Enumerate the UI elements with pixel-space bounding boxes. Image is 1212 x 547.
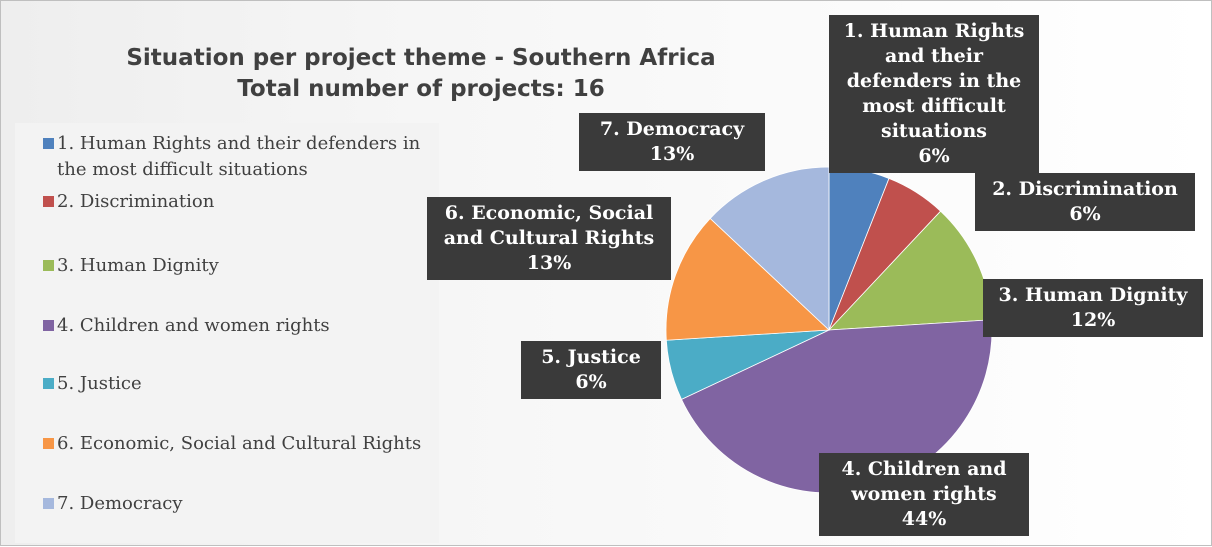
legend-swatch-5 [43, 378, 54, 389]
legend-swatch-1 [43, 138, 54, 149]
legend-label-6: 6. Economic, Social and Cultural Rights [57, 433, 422, 454]
slice-label-7: 7. Democracy 13% [579, 113, 765, 171]
legend-item-1: 1. Human Rights and their defenders in t… [43, 131, 443, 183]
slice-label-6: 6. Economic, Social and Cultural Rights 13… [427, 197, 671, 280]
slice-label-4: 4. Children and women rights 44% [819, 453, 1029, 536]
slice-label-name-1: 1. Human Rights and their defenders in the… [843, 20, 1025, 142]
legend-label-7: 7. Democracy [57, 493, 183, 514]
slice-label-3: 3. Human Dignity 12% [983, 279, 1203, 337]
legend-label-2: 2. Discrimination [57, 191, 215, 212]
legend-item-6: 6. Economic, Social and Cultural Rights [43, 431, 443, 457]
legend-label-3: 3. Human Dignity [57, 255, 219, 276]
chart-title-block: Situation per project theme - Southern A… [41, 43, 801, 105]
legend-swatch-4 [43, 320, 54, 331]
legend: 1. Human Rights and their defenders in t… [15, 123, 439, 543]
legend-label-4: 4. Children and women rights [57, 315, 330, 336]
chart-title: Situation per project theme - Southern A… [126, 45, 716, 71]
slice-label-2: 2. Discrimination 6% [975, 173, 1195, 231]
slice-label-pct-7: 13% [649, 143, 695, 165]
slice-label-pct-6: 13% [526, 252, 572, 274]
legend-label-5: 5. Justice [57, 373, 142, 394]
legend-item-7: 7. Democracy [43, 491, 443, 517]
legend-label-1: 1. Human Rights and their defenders in t… [57, 133, 421, 180]
slice-label-pct-3: 12% [1070, 309, 1116, 331]
legend-item-2: 2. Discrimination [43, 189, 443, 215]
slice-label-5: 5. Justice 6% [521, 341, 661, 399]
legend-item-3: 3. Human Dignity [43, 253, 443, 279]
legend-swatch-3 [43, 260, 54, 271]
slice-label-pct-1: 6% [918, 145, 950, 167]
slice-label-name-7: 7. Democracy [599, 118, 745, 140]
slice-label-pct-2: 6% [1069, 203, 1101, 225]
legend-swatch-7 [43, 498, 54, 509]
pie-slice-6 [665, 217, 830, 341]
legend-swatch-6 [43, 438, 54, 449]
chart-subtitle: Total number of projects: 16 [237, 76, 605, 102]
slice-label-pct-4: 44% [901, 508, 947, 530]
slice-label-name-6: 6. Economic, Social and Cultural Rights [443, 202, 655, 249]
slice-label-pct-5: 6% [575, 371, 607, 393]
slice-label-name-3: 3. Human Dignity [998, 284, 1188, 306]
pie-slice-7 [709, 166, 830, 331]
slice-label-1: 1. Human Rights and their defenders in the… [829, 15, 1039, 173]
slice-label-name-4: 4. Children and women rights [841, 458, 1007, 505]
legend-item-5: 5. Justice [43, 371, 443, 397]
slice-label-name-2: 2. Discrimination [992, 178, 1178, 200]
legend-swatch-2 [43, 196, 54, 207]
slice-label-name-5: 5. Justice [541, 346, 641, 368]
legend-item-4: 4. Children and women rights [43, 313, 443, 339]
